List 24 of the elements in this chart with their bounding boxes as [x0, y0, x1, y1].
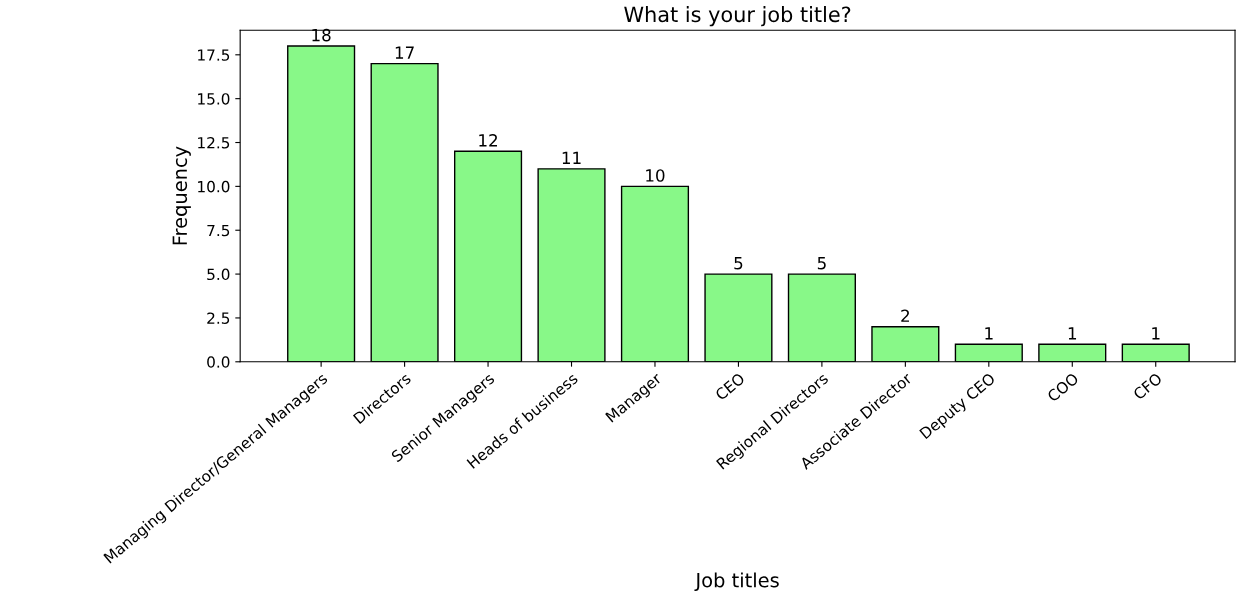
y-tick-label: 10.0 [198, 180, 230, 193]
data-label: 1 [1068, 327, 1077, 340]
y-tick-label: 0.0 [207, 356, 230, 368]
chart-title: What is your job title? [624, 6, 851, 27]
data-label: 17 [395, 46, 414, 59]
y-tick-label: 5.0 [207, 268, 230, 281]
x-tick-label: CEO [714, 372, 746, 401]
data-label: 2 [901, 309, 909, 322]
y-tick-label: 7.5 [207, 224, 230, 237]
data-label: 18 [312, 28, 331, 42]
data-label: 5 [734, 257, 743, 270]
y-tick-label: 17.5 [198, 49, 230, 61]
x-tick-label: CFO [1132, 372, 1163, 401]
data-label: 10 [646, 169, 665, 182]
data-label: 12 [479, 134, 497, 147]
data-label: 1 [985, 327, 993, 340]
data-label: 1 [1152, 327, 1160, 340]
data-label: 5 [817, 257, 826, 270]
y-tick-label: 2.5 [207, 312, 230, 324]
data-label: 11 [562, 151, 581, 164]
x-axis-title: Job titles [694, 572, 779, 592]
y-tick-label: 12.5 [198, 136, 230, 149]
y-axis-title: Frequency [172, 146, 191, 245]
y-tick-label: 15.0 [198, 93, 230, 105]
